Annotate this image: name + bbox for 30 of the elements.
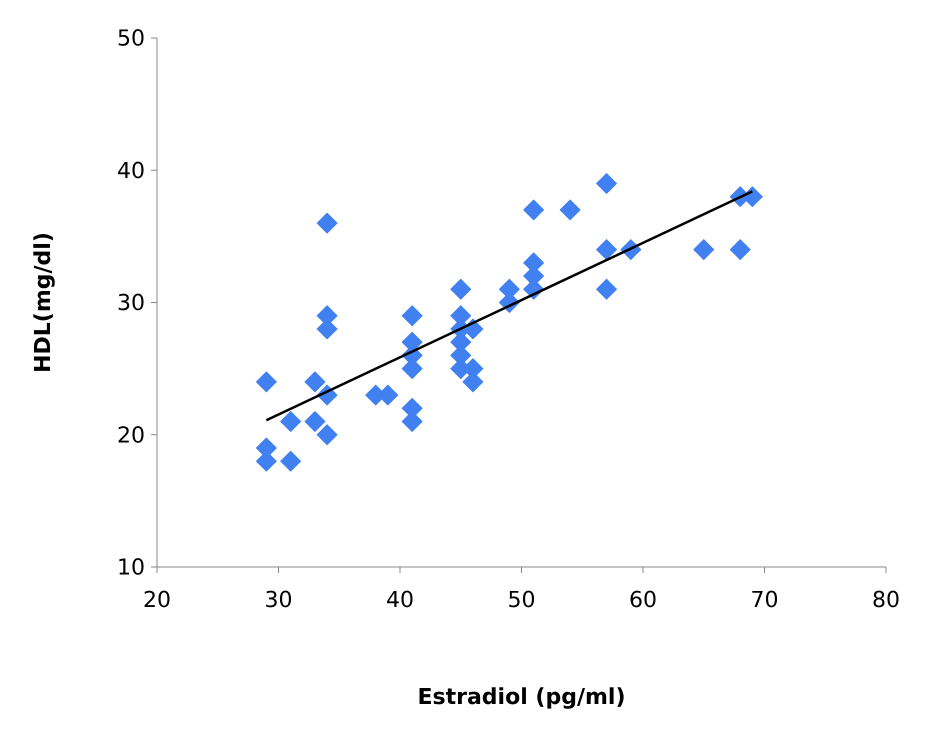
point bbox=[304, 410, 326, 432]
y-tick-label: 10 bbox=[117, 556, 145, 581]
point bbox=[730, 238, 751, 260]
point bbox=[523, 199, 544, 221]
point bbox=[280, 410, 302, 432]
y-tick-label: 40 bbox=[117, 158, 145, 184]
x-axis-title: Estradiol (pg/ml) bbox=[417, 685, 626, 710]
point bbox=[256, 371, 277, 392]
y-axis-title: HDL(mg/dl) bbox=[31, 232, 56, 373]
x-tick-label: 50 bbox=[508, 588, 536, 613]
point bbox=[596, 278, 618, 300]
point bbox=[596, 238, 618, 260]
point bbox=[559, 199, 581, 221]
x-tick-label: 40 bbox=[386, 588, 414, 613]
point bbox=[402, 305, 423, 326]
x-tick-label: 80 bbox=[872, 588, 900, 613]
x-tick-label: 30 bbox=[264, 588, 292, 613]
y-tick-label: 50 bbox=[117, 26, 145, 52]
y-tick-label: 30 bbox=[117, 291, 145, 316]
x-tick-label: 60 bbox=[629, 588, 657, 613]
x-tick-label: 20 bbox=[143, 588, 171, 613]
point bbox=[304, 371, 326, 392]
y-tick-label: 20 bbox=[117, 423, 145, 448]
point bbox=[693, 238, 714, 260]
point bbox=[316, 212, 338, 234]
point bbox=[280, 450, 302, 472]
point bbox=[316, 424, 338, 446]
point bbox=[596, 172, 618, 194]
x-tick-label: 70 bbox=[750, 588, 778, 613]
point bbox=[450, 278, 472, 300]
